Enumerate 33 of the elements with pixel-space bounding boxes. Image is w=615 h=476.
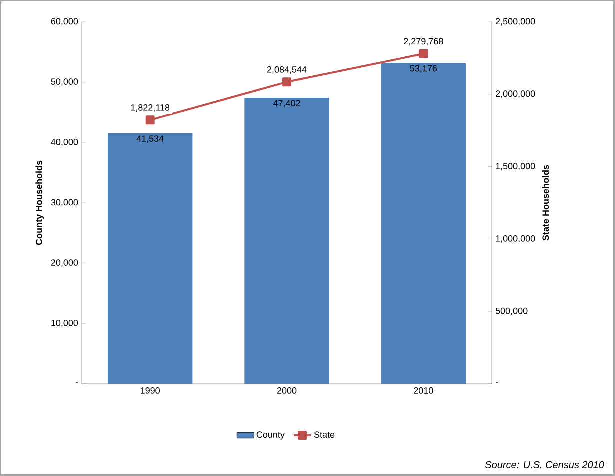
point (282, 78, 292, 87)
y-axis-title: County Households (36, 160, 44, 246)
data-label: 2,279,768 (404, 38, 444, 46)
x-tick-label: 2010 (414, 388, 434, 394)
bar (108, 133, 193, 384)
y2-tick-label: 2,000,000 (496, 90, 536, 98)
y-tick-label: 60,000 (51, 18, 78, 26)
legend-label: County (256, 432, 285, 440)
y2-tick-label: - (496, 382, 498, 384)
y2-tick-label: 500,000 (496, 308, 528, 316)
y2-tick-label: 1,500,000 (496, 163, 536, 171)
y-tick-label: 10,000 (52, 320, 78, 328)
bar (244, 98, 330, 384)
y-tick-label: - (76, 382, 78, 384)
source-note: Source: U.S. Census 2010 (485, 461, 604, 468)
data-label: 47,402 (273, 100, 300, 108)
legend-label: State (314, 432, 335, 438)
bar (381, 63, 466, 384)
y2-axis-title: State Households (542, 165, 550, 241)
x-tick-label: 1990 (141, 388, 160, 394)
point (419, 49, 428, 58)
point (146, 116, 155, 125)
data-label: 2,084,544 (267, 66, 307, 74)
y-tick-label: 40,000 (51, 138, 78, 146)
y-tick-label: 50,000 (51, 78, 78, 86)
y2-tick-label: 1,000,000 (496, 235, 536, 243)
data-label: 41,534 (136, 136, 164, 144)
x-tick-label: 2000 (277, 388, 297, 394)
data-label: 53,176 (410, 65, 438, 73)
y-tick-label: 20,000 (51, 260, 78, 268)
data-label: 1,822,118 (131, 104, 170, 112)
y2-tick-label: 2,500,000 (496, 18, 536, 26)
y-tick-label: 30,000 (51, 199, 78, 207)
